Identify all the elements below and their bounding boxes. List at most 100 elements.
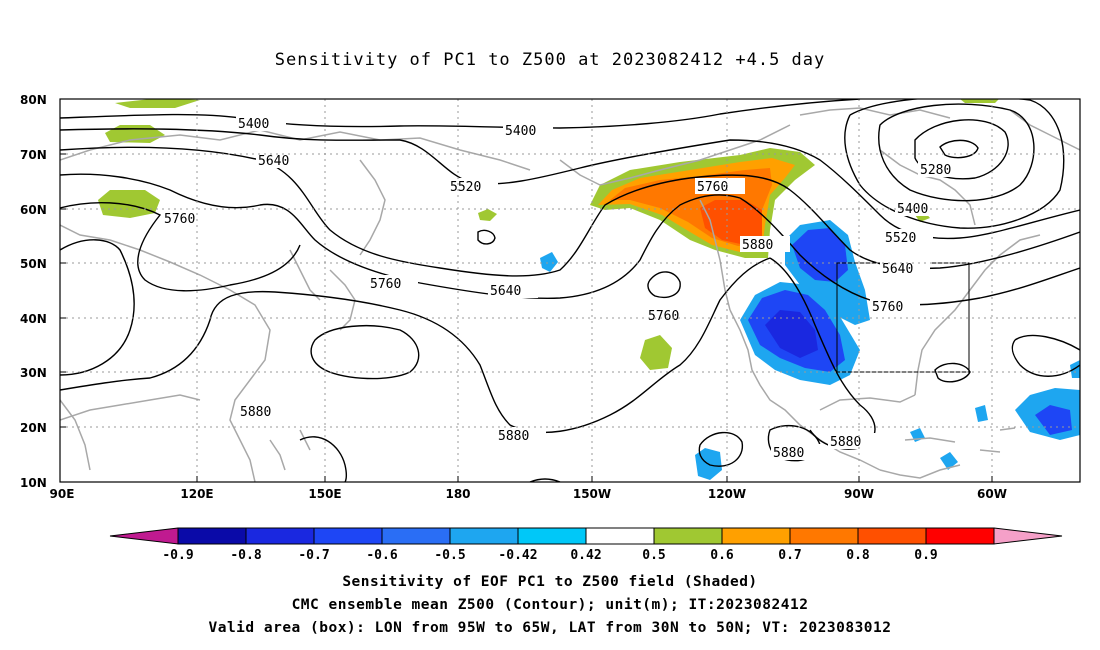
coast-asia-east — [60, 224, 271, 482]
contour-5880-e — [934, 362, 971, 383]
contour-5880-high-pac — [477, 229, 496, 245]
gridlines — [60, 99, 1080, 482]
coastline-layer — [60, 107, 1080, 482]
contour-5880-high-nep — [310, 325, 420, 380]
shade-green-arctic-west — [115, 99, 200, 108]
colorbar-arrow-min — [109, 527, 179, 545]
coast-alaska — [559, 124, 791, 186]
coast-kamchatka — [359, 159, 386, 256]
lon-label-150e: 150E — [308, 487, 341, 501]
shade-green-mexico — [640, 335, 672, 370]
lat-label-10n: 10N — [20, 476, 47, 490]
colorbar-swatch — [245, 527, 315, 545]
contour-label: 5880 — [742, 238, 773, 253]
contour-5880-high-na — [647, 271, 681, 299]
shade-blue-caribbean — [940, 452, 958, 470]
contour-5400-low — [939, 139, 979, 159]
coast-na-east — [914, 234, 1041, 396]
chart-title: Sensitivity of PC1 to Z500 at 2023082412… — [274, 50, 826, 70]
lon-label-90e: 90E — [50, 487, 75, 501]
contour-5400-a — [60, 99, 861, 129]
lon-label-90w: 90W — [844, 487, 874, 501]
contour-5520-b — [844, 99, 1065, 229]
colorbar-tick-label: -0.6 — [366, 548, 397, 563]
lat-label-20n: 20N — [20, 421, 47, 435]
contour-label: 5640 — [882, 262, 913, 277]
colorbar-swatch — [585, 527, 655, 545]
colorbar-tick-label: 0.42 — [570, 548, 601, 563]
shade-green-arctic-2 — [105, 125, 165, 143]
colorbar-swatch — [721, 527, 791, 545]
contour-5760-c — [60, 202, 301, 292]
colorbar-swatch — [857, 527, 927, 545]
colorbar: -0.9 -0.8 -0.7 -0.6 -0.5 -0.42 0.42 0.5 0.6 0.7 0.… — [109, 527, 1063, 563]
contour-5520-a — [60, 128, 1080, 240]
contour-5880-bottom — [529, 478, 561, 482]
lat-label-60n: 60N — [20, 203, 47, 217]
coast-siberia-north — [60, 129, 531, 171]
colorbar-tick-label: -0.42 — [498, 548, 537, 563]
lat-label-40n: 40N — [20, 312, 47, 326]
contour-5880-bottom-west — [299, 436, 348, 482]
contour-5880-c — [698, 431, 744, 467]
colorbar-tick-label: -0.8 — [230, 548, 261, 563]
contour-5880-west — [60, 239, 135, 376]
coast-korea-japan — [289, 249, 356, 331]
lat-label-50n: 50N — [20, 257, 47, 271]
coast-greenland — [1009, 109, 1080, 151]
contour-label: 5400 — [238, 117, 269, 132]
colorbar-swatch — [653, 527, 723, 545]
contour-label: 5760 — [697, 180, 728, 195]
plot-frame — [59, 98, 1081, 483]
contour-5880-a — [60, 257, 771, 434]
colorbar-tick-label: 0.5 — [642, 548, 665, 563]
colorbar-tick-label: 0.6 — [710, 548, 734, 563]
shading-layer — [98, 99, 1080, 480]
lon-label-180: 180 — [445, 487, 470, 501]
colorbar-tick-label: 0.9 — [914, 548, 937, 563]
contour-labels: 5400 5400 5400 5280 5520 5520 5640 5640 … — [162, 115, 968, 461]
lat-labels: 80N 70N 60N 50N 40N 30N 20N 10N — [20, 93, 47, 490]
contour-5880-atlantic — [1011, 334, 1080, 377]
contour-label: 5880 — [240, 405, 271, 420]
caption-contour: CMC ensemble mean Z500 (Contour); unit(m… — [291, 597, 809, 613]
colorbar-tick-label: 0.7 — [778, 548, 801, 563]
colorbar-swatch — [449, 527, 519, 545]
contour-label: 5640 — [490, 284, 521, 299]
contour-label: 5760 — [164, 212, 195, 227]
shade-green-siberia — [98, 190, 160, 218]
lon-label-120w: 120W — [708, 487, 746, 501]
shade-red-orange — [700, 200, 762, 245]
caption-shaded: Sensitivity of EOF PC1 to Z500 field (Sh… — [342, 574, 758, 590]
coast-gulf — [819, 394, 916, 411]
coast-central-america — [879, 464, 961, 479]
lon-label-120e: 120E — [180, 487, 213, 501]
contour-label: 5280 — [920, 163, 951, 178]
coast-china-south — [60, 394, 201, 421]
colorbar-swatch — [313, 527, 383, 545]
colorbar-swatch — [789, 527, 859, 545]
lon-labels: 90E 120E 150E 180 150W 120W 90W 60W — [50, 487, 1007, 501]
coast-hudson — [879, 149, 976, 226]
coast-india — [60, 399, 91, 471]
shade-blue-caribbean2 — [975, 405, 988, 422]
caption-valid-area: Valid area (box): LON from 95W to 65W, L… — [208, 620, 892, 636]
shade-blue-dark-sw — [765, 310, 818, 358]
colorbar-tick-label: -0.5 — [434, 548, 465, 563]
shade-green-arctic-east — [960, 99, 999, 103]
contour-label: 5640 — [258, 154, 289, 169]
colorbar-swatch — [381, 527, 451, 545]
contour-label: 5400 — [505, 124, 536, 139]
coast-philippines — [269, 429, 311, 471]
colorbar-swatch — [177, 527, 247, 545]
lat-label-30n: 30N — [20, 366, 47, 380]
lat-label-70n: 70N — [20, 148, 47, 162]
contour-label: 5760 — [370, 277, 401, 292]
shade-green-pacific-small — [478, 209, 497, 221]
contour-label: 5880 — [773, 446, 804, 461]
coast-caribbean — [904, 427, 1016, 453]
coast-arctic-islands — [799, 107, 951, 119]
contour-label: 5520 — [450, 180, 481, 195]
lon-label-60w: 60W — [977, 487, 1007, 501]
